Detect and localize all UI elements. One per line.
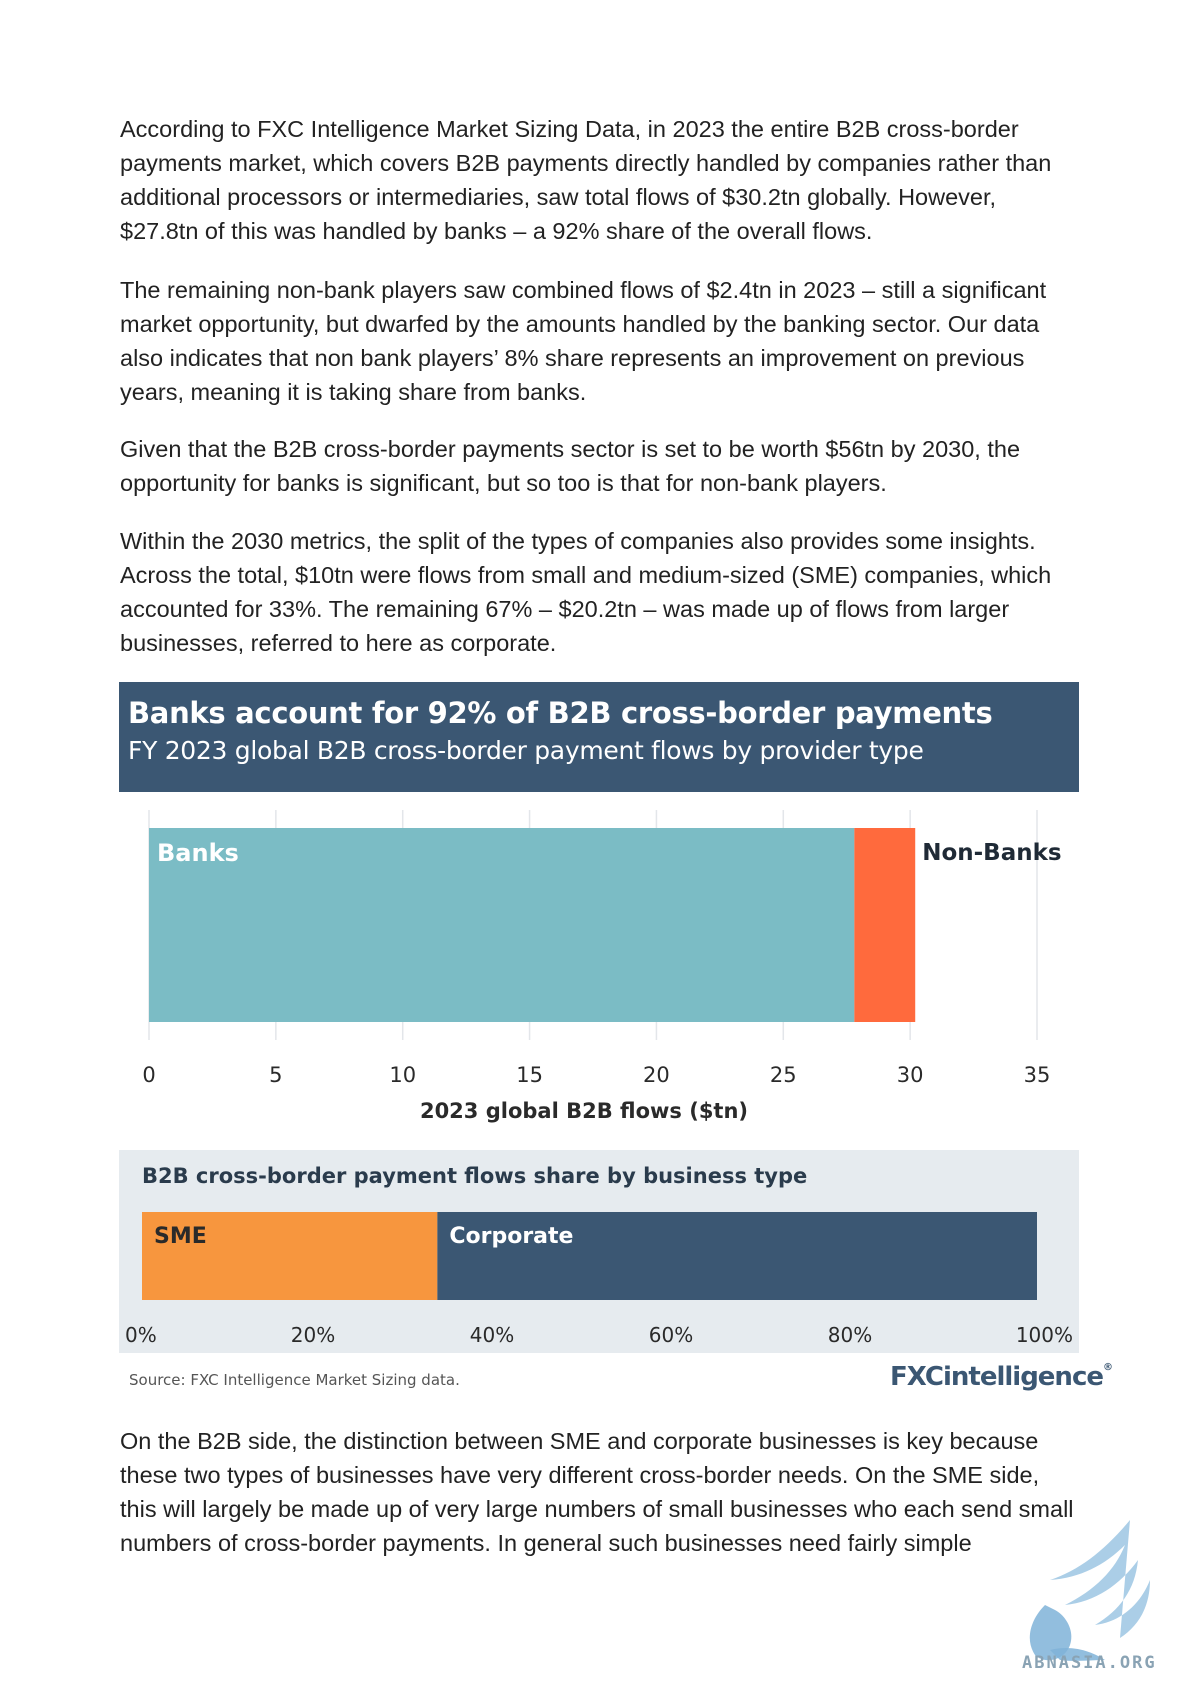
- share-bar-corporate: [437, 1212, 1038, 1300]
- x-tick-30: 30: [897, 1063, 924, 1087]
- paragraph-business-types: Within the 2030 metrics, the split of th…: [120, 528, 1052, 656]
- bar-label-banks: Banks: [157, 839, 239, 867]
- share-tick-5: 100%: [1016, 1323, 1073, 1347]
- source-note: Source: FXC Intelligence Market Sizing d…: [129, 1371, 460, 1389]
- share-tick-4: 80%: [828, 1323, 872, 1347]
- provider-type-chart: Banks Non-Banks 0 5 10 15 20 25 30 35 2023 globa…: [142, 810, 1062, 1123]
- business-type-panel: B2B cross-border payment flows share by …: [119, 1150, 1079, 1353]
- chart-bars: Banks Non-Banks: [149, 828, 1062, 1022]
- bar-banks: [149, 828, 855, 1022]
- bar-non-banks: [854, 828, 916, 1022]
- share-bars: SME Corporate: [142, 1212, 1038, 1300]
- share-tick-1: 20%: [291, 1323, 335, 1347]
- x-tick-35: 35: [1024, 1063, 1051, 1087]
- chart-tick-labels: 0 5 10 15 20 25 30 35: [142, 1063, 1050, 1087]
- figure-header: Banks account for 92% of B2B cross-borde…: [119, 682, 1079, 792]
- figure-title: Banks account for 92% of B2B cross-borde…: [128, 696, 993, 730]
- share-tick-0: 0%: [125, 1323, 157, 1347]
- paragraph-2030-outlook: Given that the B2B cross-border payments…: [120, 436, 1021, 496]
- business-type-chart: B2B cross-border payment flows share by …: [125, 1164, 1073, 1347]
- paragraph-non-bank-players: The remaining non-bank players saw combi…: [120, 277, 1047, 405]
- figure-subtitle: FY 2023 global B2B cross-border payment …: [128, 736, 924, 765]
- x-axis-label: 2023 global B2B flows ($tn): [420, 1099, 748, 1123]
- x-tick-0: 0: [142, 1063, 155, 1087]
- x-tick-10: 10: [389, 1063, 416, 1087]
- share-label-corporate: Corporate: [449, 1224, 573, 1249]
- share-tick-3: 60%: [649, 1323, 693, 1347]
- x-tick-20: 20: [643, 1063, 670, 1087]
- share-label-sme: SME: [154, 1224, 207, 1249]
- watermark-text: ABNASIA.ORG: [1022, 1653, 1157, 1673]
- paragraph-sme-vs-corporate: On the B2B side, the distinction between…: [120, 1428, 1074, 1556]
- x-tick-25: 25: [770, 1063, 797, 1087]
- x-tick-15: 15: [516, 1063, 543, 1087]
- bar-label-non-banks: Non-Banks: [922, 840, 1061, 866]
- paragraph-market-size: According to FXC Intelligence Market Siz…: [120, 116, 1052, 244]
- share-bar-sme: [142, 1212, 438, 1300]
- share-tick-labels: 0% 20% 40% 60% 80% 100%: [125, 1323, 1073, 1347]
- griffin-watermark-icon: [1029, 1520, 1150, 1661]
- x-tick-5: 5: [269, 1063, 282, 1087]
- share-tick-2: 40%: [470, 1323, 514, 1347]
- fxc-intelligence-logo: FXCintelligence®: [890, 1362, 1113, 1392]
- logo-rest: intelligence: [942, 1362, 1104, 1392]
- logo-main: FXC: [890, 1362, 944, 1392]
- business-type-chart-title: B2B cross-border payment flows share by …: [142, 1164, 807, 1188]
